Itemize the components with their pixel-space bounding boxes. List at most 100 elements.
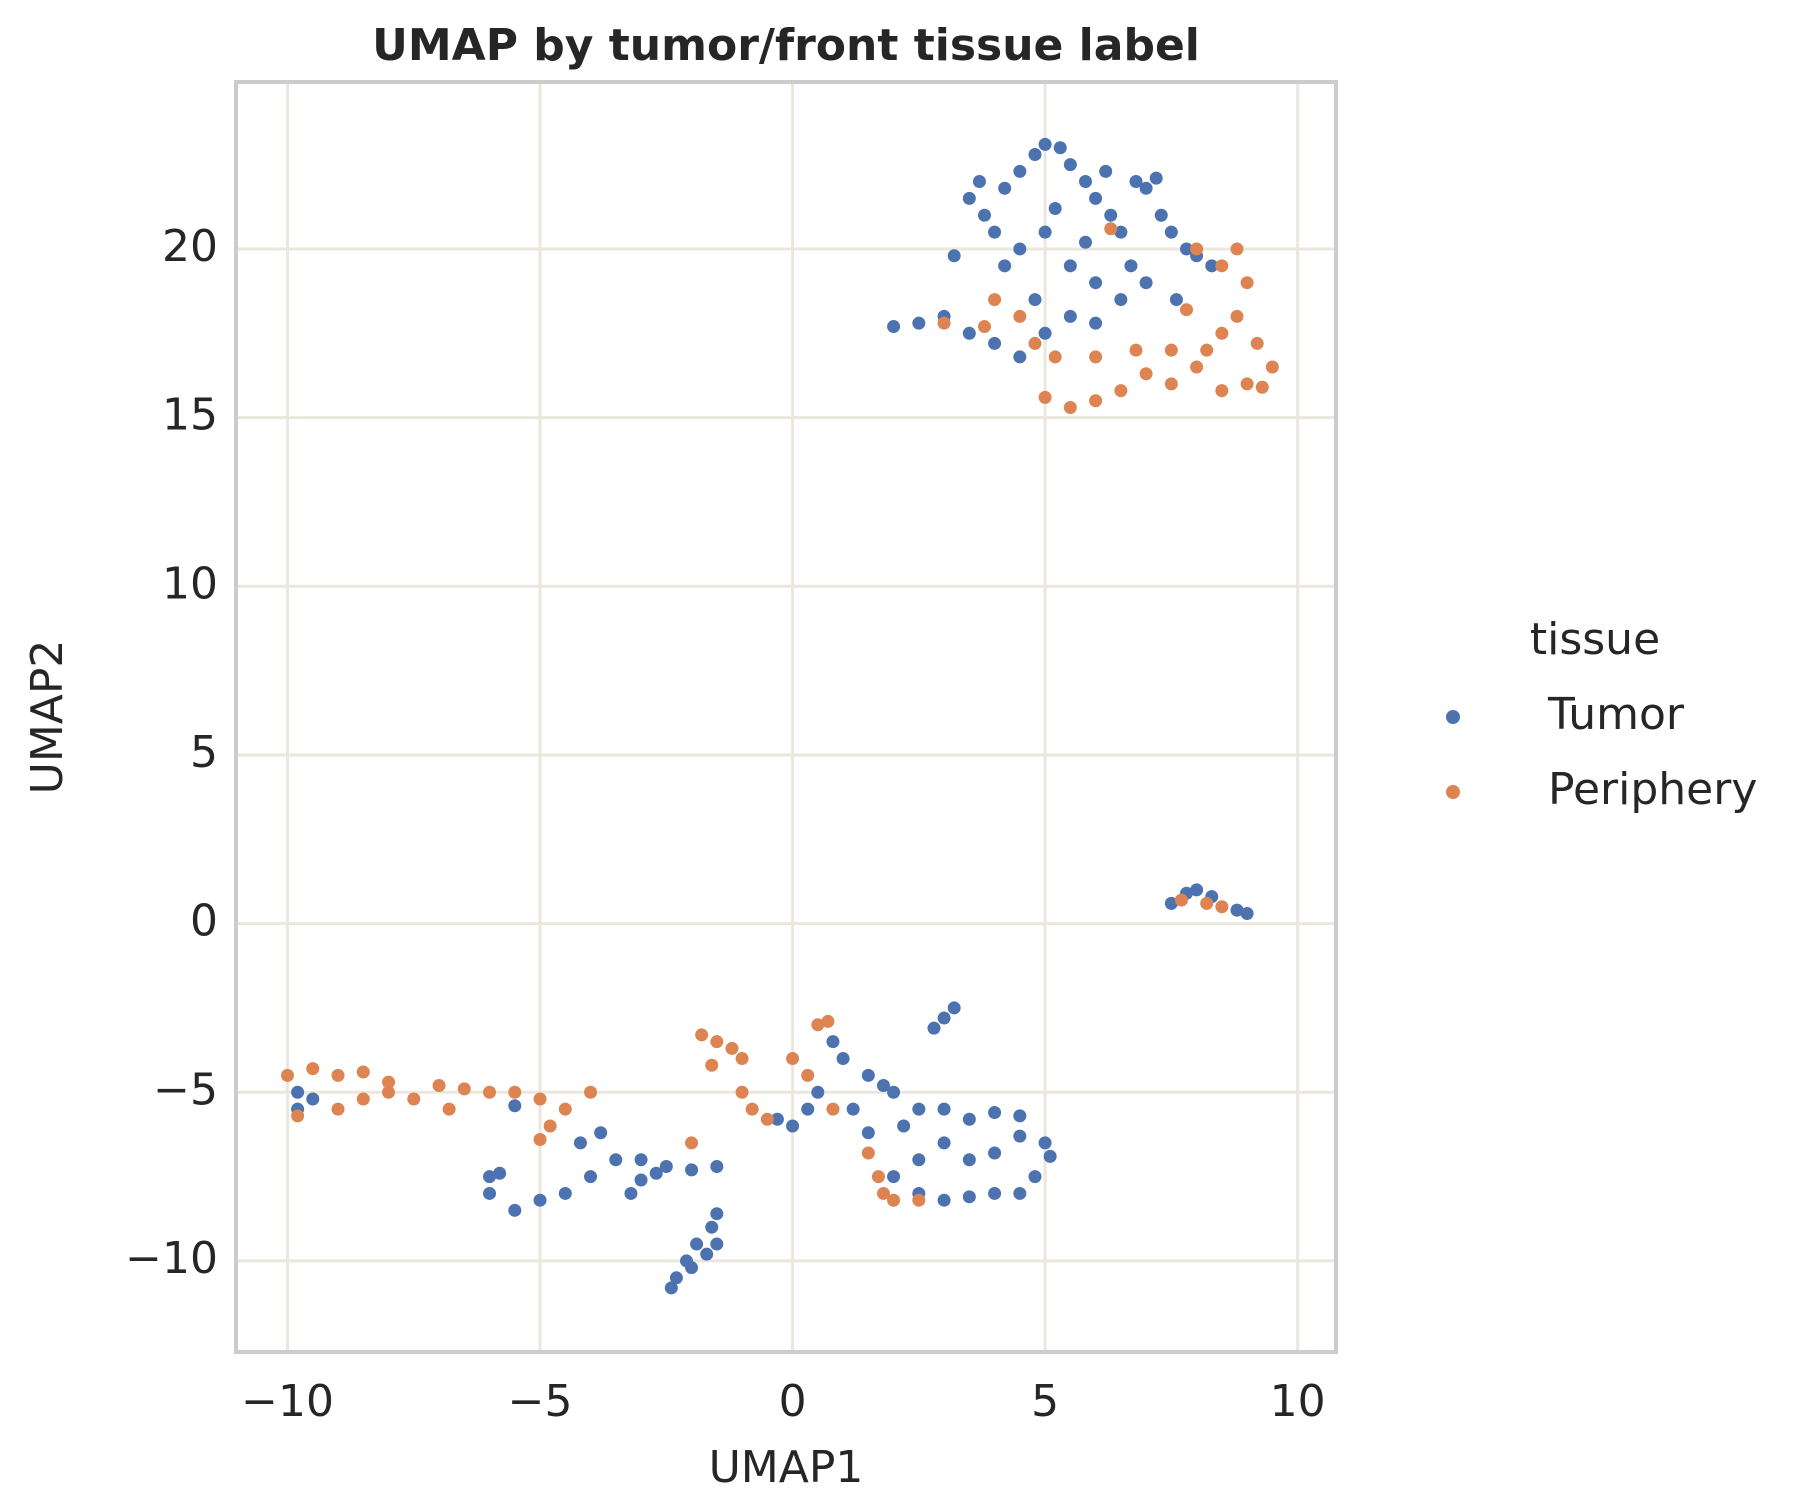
point xyxy=(1013,164,1027,178)
point xyxy=(1149,171,1163,185)
point xyxy=(1139,276,1153,290)
point xyxy=(887,320,901,334)
point xyxy=(962,1190,976,1204)
point xyxy=(457,1082,471,1096)
point xyxy=(1038,225,1052,239)
y-tick-label: 15 xyxy=(162,390,218,441)
point xyxy=(710,1159,724,1173)
point xyxy=(533,1193,547,1207)
point xyxy=(1240,276,1254,290)
x-axis-label: UMAP1 xyxy=(709,1442,864,1493)
point xyxy=(1169,293,1183,307)
point xyxy=(508,1099,522,1113)
legend-marker xyxy=(1446,710,1460,724)
point xyxy=(594,1126,608,1140)
point xyxy=(407,1092,421,1106)
point xyxy=(442,1102,456,1116)
point xyxy=(1129,175,1143,189)
point xyxy=(988,1146,1002,1160)
point xyxy=(483,1186,497,1200)
point xyxy=(846,1102,860,1116)
point xyxy=(1048,350,1062,364)
point xyxy=(483,1085,497,1099)
point xyxy=(710,1035,724,1049)
point xyxy=(988,225,1002,239)
chart-title: UMAP by tumor/front tissue label xyxy=(372,20,1200,71)
point xyxy=(912,1153,926,1167)
point xyxy=(1013,1109,1027,1123)
point xyxy=(664,1281,678,1295)
y-tick-label: 0 xyxy=(190,896,218,947)
point xyxy=(1124,259,1138,273)
point xyxy=(760,1112,774,1126)
point xyxy=(306,1092,320,1106)
point xyxy=(962,326,976,340)
point xyxy=(988,293,1002,307)
point xyxy=(821,1014,835,1028)
point xyxy=(1053,141,1067,155)
point xyxy=(1190,883,1204,897)
point xyxy=(1013,242,1027,256)
legend-label: Periphery xyxy=(1548,764,1757,815)
point xyxy=(861,1146,875,1160)
legend-title: tissue xyxy=(1530,614,1660,665)
point xyxy=(508,1085,522,1099)
point xyxy=(1215,384,1229,398)
point xyxy=(331,1102,345,1116)
point xyxy=(1089,350,1103,364)
point xyxy=(735,1085,749,1099)
point xyxy=(533,1132,547,1146)
x-tick-label: −5 xyxy=(508,1376,573,1427)
point xyxy=(493,1166,507,1180)
point xyxy=(1013,1129,1027,1143)
point xyxy=(887,1085,901,1099)
point xyxy=(947,1001,961,1015)
point xyxy=(786,1119,800,1133)
point xyxy=(811,1085,825,1099)
point xyxy=(1190,242,1204,256)
point xyxy=(801,1068,815,1082)
point xyxy=(1078,235,1092,249)
point xyxy=(897,1119,911,1133)
point xyxy=(988,336,1002,350)
point xyxy=(1129,343,1143,357)
point xyxy=(1139,181,1153,195)
y-tick-label: 10 xyxy=(162,558,218,609)
point xyxy=(1230,309,1244,323)
point xyxy=(998,259,1012,273)
point xyxy=(382,1075,396,1089)
point xyxy=(1063,259,1077,273)
point xyxy=(826,1102,840,1116)
point xyxy=(1200,343,1214,357)
point xyxy=(1265,360,1279,374)
point xyxy=(1230,903,1244,917)
point xyxy=(685,1136,699,1150)
point xyxy=(508,1203,522,1217)
point xyxy=(1164,377,1178,391)
point xyxy=(1028,293,1042,307)
point xyxy=(356,1065,370,1079)
point xyxy=(710,1207,724,1221)
point xyxy=(735,1052,749,1066)
legend-label: Tumor xyxy=(1547,689,1685,740)
point xyxy=(1164,343,1178,357)
point xyxy=(1104,222,1118,236)
point xyxy=(281,1068,295,1082)
point xyxy=(695,1028,709,1042)
point xyxy=(1099,164,1113,178)
point xyxy=(1028,336,1042,350)
point xyxy=(356,1092,370,1106)
point xyxy=(1028,148,1042,162)
y-tick-label: 20 xyxy=(162,221,218,272)
point xyxy=(1114,293,1128,307)
point xyxy=(937,1193,951,1207)
point xyxy=(1200,896,1214,910)
point xyxy=(887,1193,901,1207)
point xyxy=(861,1068,875,1082)
point xyxy=(1078,175,1092,189)
point xyxy=(1139,367,1153,381)
point xyxy=(770,1112,784,1126)
point xyxy=(972,175,986,189)
point xyxy=(937,1136,951,1150)
